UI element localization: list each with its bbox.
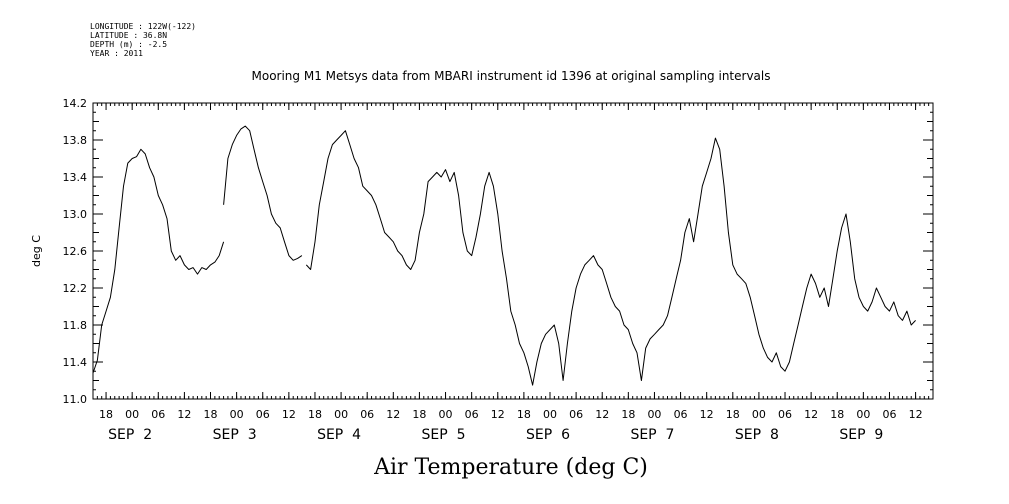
x-tick-label: 06 [569,408,583,421]
x-day-label: SEP 4 [317,427,361,443]
x-tick-label: 12 [595,408,609,421]
x-tick-label: 06 [360,408,374,421]
temperature-series [92,125,916,386]
x-tick-label: 12 [282,408,296,421]
x-tick-label: 18 [99,408,113,421]
x-day-label: SEP 9 [839,427,883,443]
temperature-line-segment [223,125,303,261]
x-tick-label: 06 [674,408,688,421]
x-day-label: SEP 8 [735,427,779,443]
metadata-line: YEAR : 2011 [90,49,143,58]
temperature-line-segment [305,130,916,386]
x-day-label: SEP 2 [108,427,152,443]
metadata-block: LONGITUDE : 122W(-122)LATITUDE : 36.8NDE… [90,22,196,58]
y-tick-label: 11.0 [63,393,88,406]
x-tick-label: 18 [412,408,426,421]
y-tick-label: 12.2 [63,282,88,295]
metadata-line: DEPTH (m) : -2.5 [90,40,167,49]
y-tick-label: 12.6 [63,245,88,258]
y-tick-label: 11.4 [63,356,88,369]
x-tick-label: 18 [830,408,844,421]
x-tick-label: 18 [621,408,635,421]
x-tick-label: 12 [909,408,923,421]
x-tick-label: 18 [204,408,218,421]
metadata-line: LONGITUDE : 122W(-122) [90,22,196,31]
y-tick-label: 13.8 [63,134,88,147]
x-tick-label: 12 [804,408,818,421]
x-tick-label: 06 [256,408,270,421]
chart-title: Mooring M1 Metsys data from MBARI instru… [252,69,771,83]
plot-frame [92,102,934,400]
x-tick-label: 18 [308,408,322,421]
x-tick-label: 18 [726,408,740,421]
y-tick-label: 11.8 [63,319,88,332]
x-tick-label: 06 [465,408,479,421]
x-tick-label: 12 [700,408,714,421]
x-axis: 18 00 06 12 18 00 06 12 18 00 06 12 18 00 06 12 18 00 06 12… [92,103,934,443]
x-tick-label: 00 [230,408,244,421]
x-tick-label: 00 [752,408,766,421]
x-axis-label: Air Temperature (deg C) [373,455,648,480]
x-tick-label: 12 [386,408,400,421]
x-tick-label: 00 [439,408,453,421]
x-tick-label: 00 [856,408,870,421]
x-day-label: SEP 7 [630,427,674,443]
x-tick-label: 00 [125,408,139,421]
y-axis: 11.0 11.4 11.8 12.2 12.6 13.0 13.4 13.8 14.2 [63,97,933,406]
y-tick-label: 14.2 [63,97,88,110]
y-tick-label: 13.0 [63,208,88,221]
x-day-label: SEP 3 [213,427,257,443]
x-day-label: SEP 5 [422,427,466,443]
x-tick-label: 06 [778,408,792,421]
y-axis-label: deg C [30,235,43,267]
x-day-label: SEP 6 [526,427,570,443]
x-tick-label: 06 [151,408,165,421]
temperature-line-segment [92,148,225,374]
metadata-line: LATITUDE : 36.8N [90,31,167,40]
x-tick-label: 12 [491,408,505,421]
x-tick-label: 00 [647,408,661,421]
y-tick-label: 13.4 [63,171,88,184]
x-tick-label: 18 [517,408,531,421]
x-tick-label: 06 [882,408,896,421]
x-tick-label: 12 [177,408,191,421]
x-tick-label: 00 [334,408,348,421]
x-tick-label: 00 [543,408,557,421]
